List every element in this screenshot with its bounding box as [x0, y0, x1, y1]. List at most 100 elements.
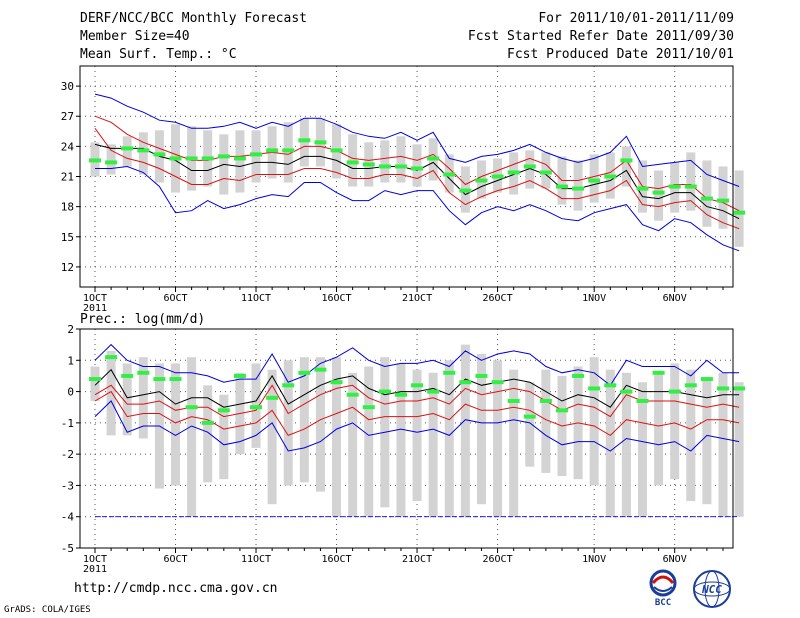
- spread-bar: [476, 354, 486, 505]
- spread-bar: [589, 154, 599, 203]
- median-marker: [411, 166, 424, 171]
- spread-bar: [203, 385, 213, 483]
- median-marker: [717, 198, 729, 203]
- median-marker: [394, 392, 407, 397]
- median-marker: [555, 408, 568, 413]
- chart-panel-1: 12 15 18 21 24 27 30 1OCT 6OCT 11OCT 16OCT 21OCT 26O…: [61, 65, 746, 314]
- forecast-started: Fcst Started Refer Date 2011/09/30: [467, 29, 734, 44]
- y-tick-label: -1: [61, 417, 74, 430]
- median-marker: [250, 152, 263, 157]
- bcc-logo-text: BCC: [655, 598, 671, 608]
- median-marker: [539, 170, 552, 175]
- spread-bar: [637, 382, 647, 517]
- x-year-label: 2011: [83, 303, 107, 314]
- spread-bar: [348, 134, 358, 187]
- median-marker: [89, 158, 101, 163]
- spread-bar: [138, 357, 148, 439]
- median-marker: [684, 184, 697, 189]
- median-marker: [700, 196, 713, 201]
- series-line-upper-envelope: [94, 343, 740, 387]
- x-tick-label: 6NOV: [663, 293, 687, 304]
- median-marker: [362, 405, 375, 410]
- spread-bar: [299, 118, 309, 167]
- spread-bar: [187, 357, 197, 517]
- median-marker: [185, 156, 198, 161]
- series-line-upper-band: [94, 384, 740, 418]
- spread-bar: [219, 394, 229, 480]
- spread-bar: [702, 379, 712, 505]
- median-marker: [298, 370, 311, 375]
- median-marker: [298, 138, 311, 143]
- spread-bar: [171, 363, 181, 486]
- median-marker: [475, 178, 488, 183]
- median-marker: [443, 172, 456, 177]
- median-marker: [443, 370, 456, 375]
- y-tick-label: 24: [61, 140, 75, 153]
- panel-title: Prec.: log(mm/d): [80, 312, 205, 327]
- source-url[interactable]: http://cmdp.ncc.cma.gov.cn: [74, 581, 278, 596]
- median-marker: [169, 377, 182, 382]
- spread-bar: [122, 363, 132, 436]
- median-marker: [507, 398, 520, 403]
- median-marker: [668, 184, 681, 189]
- median-marker: [282, 148, 295, 153]
- chart-title: DERF/NCC/BCC Monthly Forecast: [80, 11, 307, 26]
- spread-bar: [686, 369, 696, 502]
- median-marker: [588, 178, 601, 183]
- spread-bar: [267, 369, 277, 505]
- spread-bar: [525, 382, 535, 467]
- spread-bar: [686, 152, 696, 211]
- spread-bar: [283, 122, 293, 183]
- spread-bar: [235, 130, 245, 193]
- x-tick-label: 6OCT: [163, 293, 187, 304]
- y-tick-label: -3: [61, 479, 74, 492]
- variable-label: Mean Surf. Temp.: °C: [80, 47, 237, 62]
- spread-bar: [396, 363, 406, 517]
- median-marker: [266, 395, 279, 400]
- series-line-ensemble-mean: [94, 368, 740, 408]
- spread-bar: [460, 344, 470, 517]
- median-marker: [427, 156, 440, 161]
- median-marker: [378, 389, 391, 394]
- y-tick-label: -4: [61, 511, 75, 524]
- median-marker: [185, 405, 198, 410]
- x-tick-label: 26OCT: [483, 554, 513, 565]
- y-tick-label: 30: [61, 80, 74, 93]
- median-marker: [588, 386, 601, 391]
- median-marker: [427, 389, 440, 394]
- y-tick-label: 27: [61, 110, 74, 123]
- median-marker: [652, 370, 665, 375]
- median-marker: [89, 377, 101, 382]
- y-tick-label: -5: [61, 542, 74, 555]
- median-marker: [700, 377, 713, 382]
- x-tick-label: 21OCT: [402, 554, 432, 565]
- x-tick-label: 11OCT: [241, 293, 271, 304]
- spread-bar: [283, 360, 293, 486]
- y-tick-label: -2: [61, 448, 74, 461]
- series-line-lower-band: [94, 128, 740, 230]
- spread-bar: [90, 366, 100, 401]
- median-marker: [604, 383, 617, 388]
- median-marker: [314, 140, 327, 145]
- spread-bar: [654, 170, 664, 221]
- median-marker: [620, 389, 633, 394]
- x-tick-label: 6NOV: [663, 554, 687, 565]
- spread-bar: [718, 166, 728, 229]
- spread-bar: [380, 140, 390, 183]
- spread-bar: [654, 372, 664, 486]
- x-tick-label: 21OCT: [402, 293, 432, 304]
- spread-bar: [332, 357, 342, 517]
- spread-bar: [428, 372, 438, 517]
- spread-bar: [364, 366, 374, 517]
- spread-bar: [493, 360, 503, 517]
- series-line-upper-envelope: [94, 93, 740, 187]
- x-tick-label: 1NOV: [582, 554, 606, 565]
- grads-credit: GrADS: COLA/IGES: [4, 605, 91, 615]
- spread-bar: [702, 160, 712, 227]
- median-marker: [233, 156, 246, 161]
- median-marker: [153, 152, 166, 157]
- spread-bar: [299, 357, 309, 483]
- median-marker: [282, 383, 295, 388]
- x-tick-label: 11OCT: [241, 554, 271, 565]
